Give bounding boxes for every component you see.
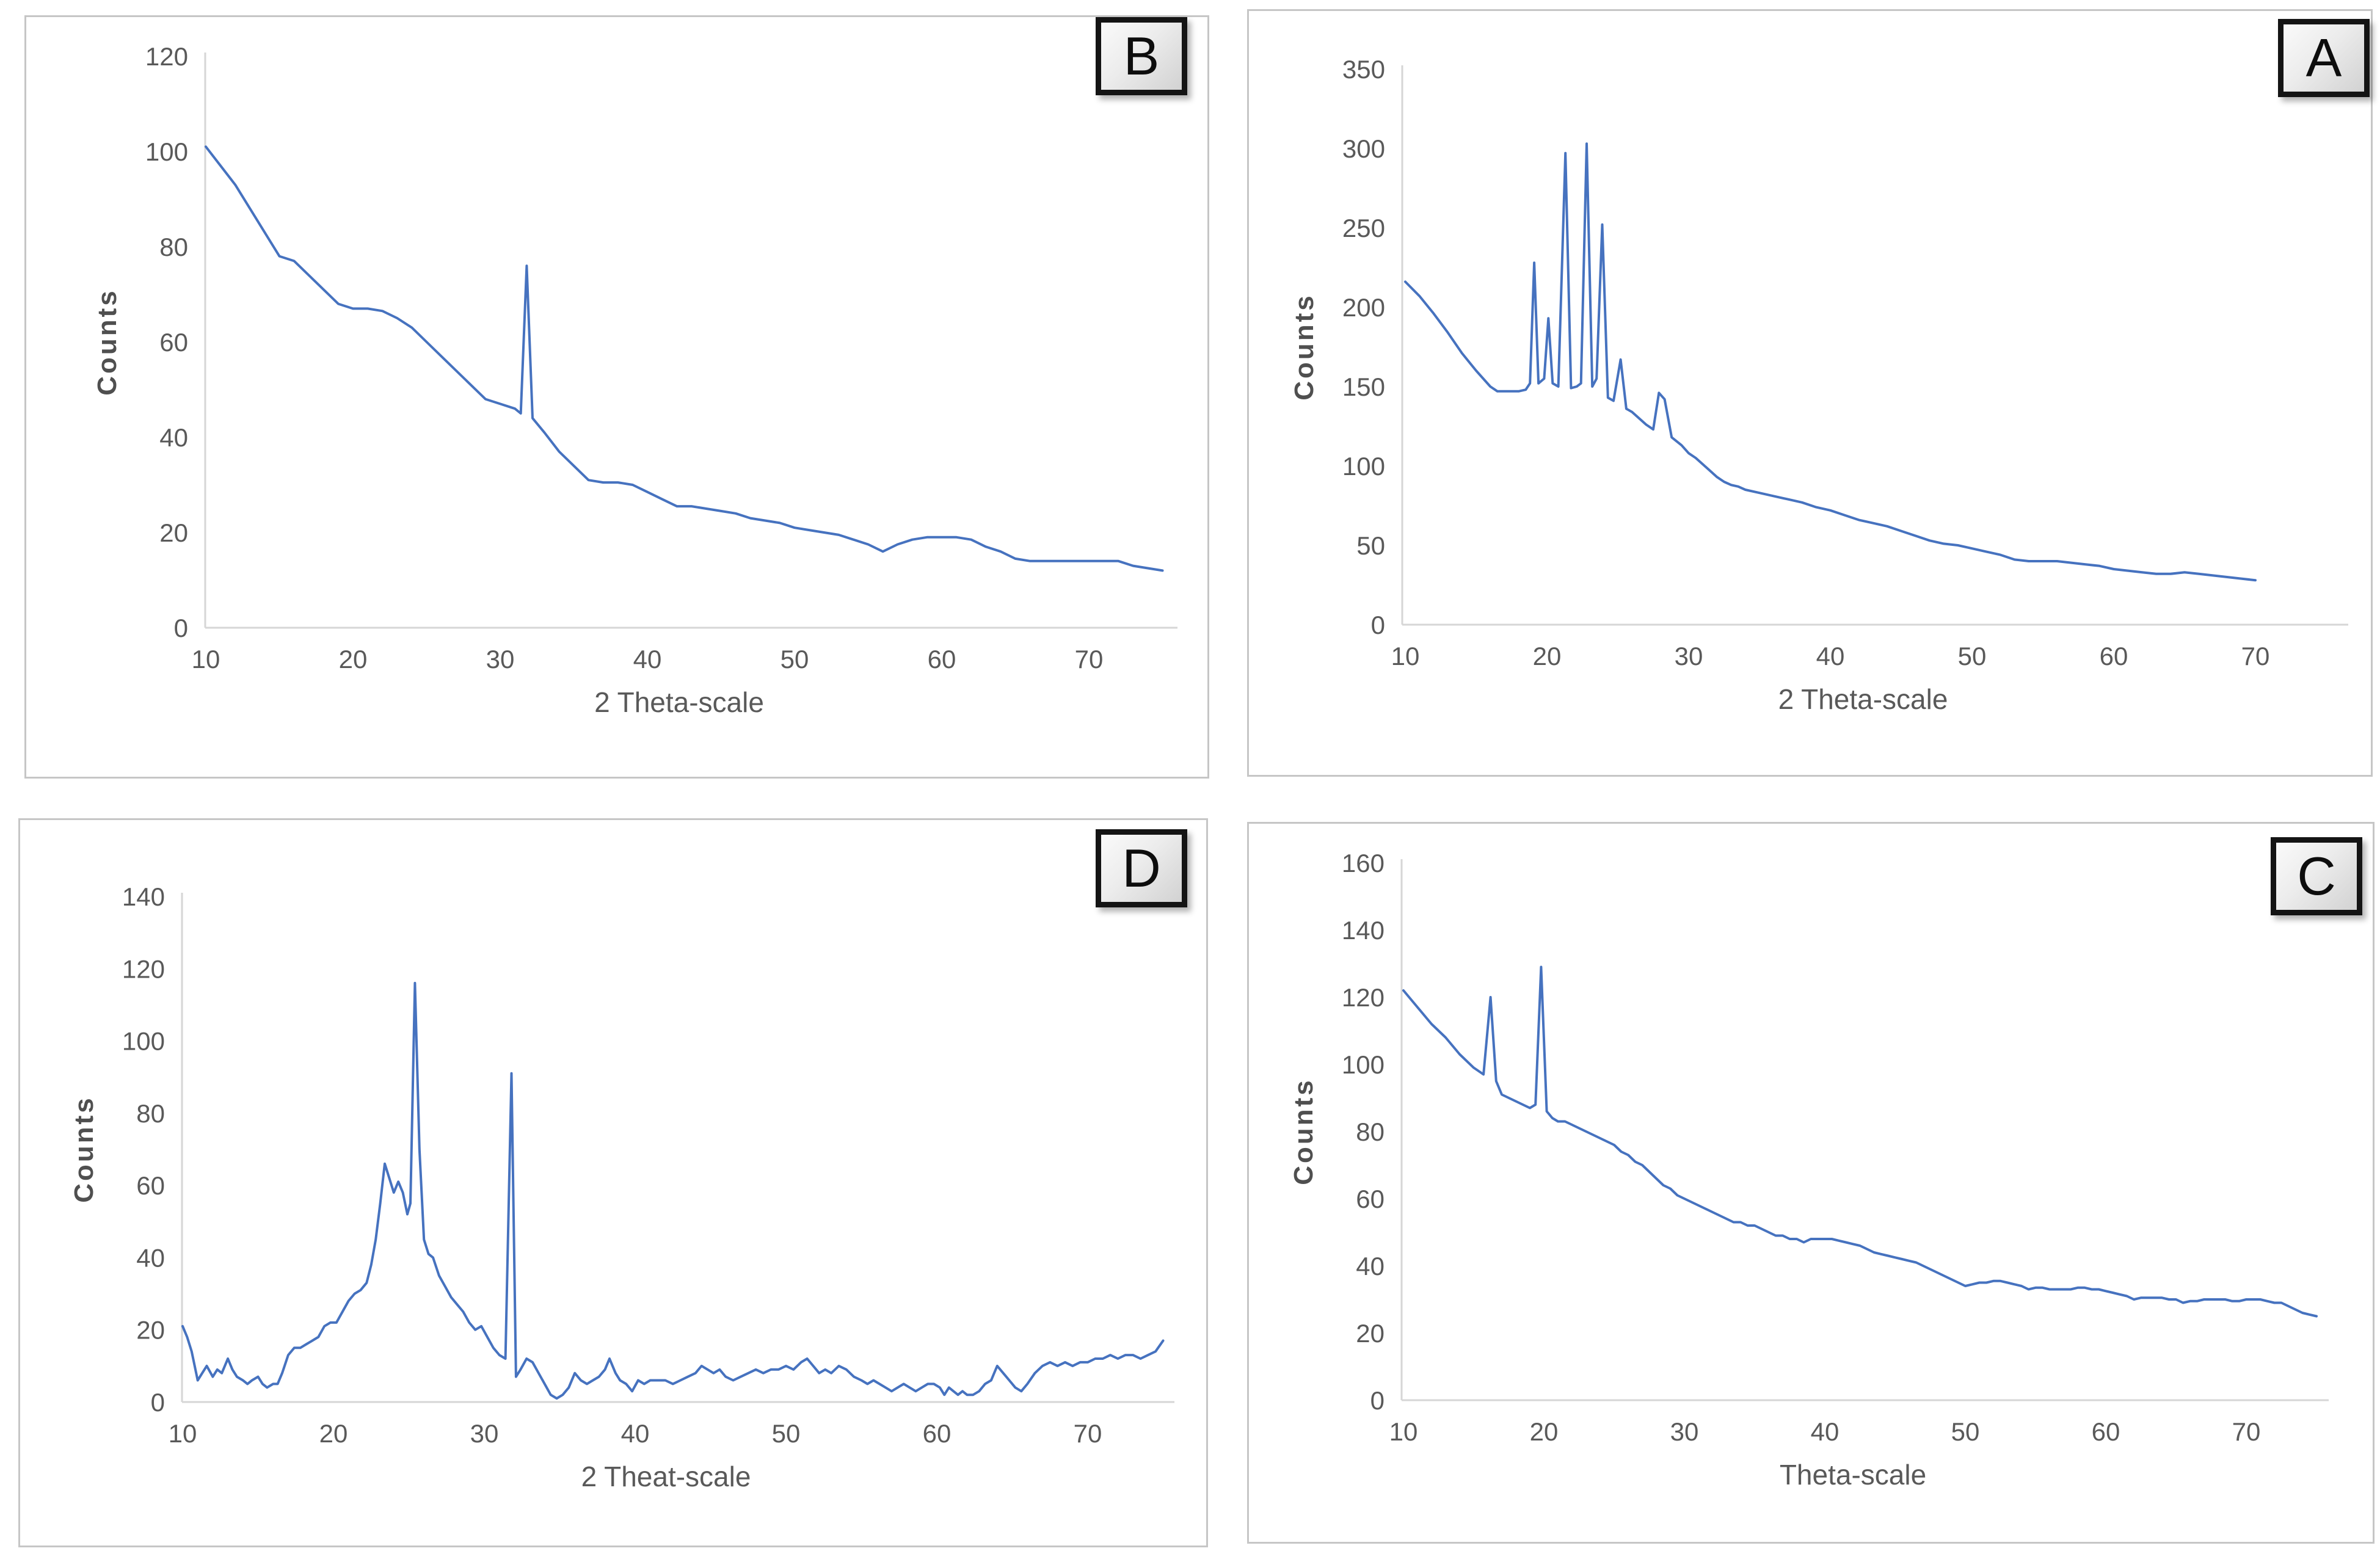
- y-tick-label: 140: [1342, 916, 1385, 945]
- x-tick-label: 10: [1389, 1417, 1418, 1446]
- x-tick-label: 60: [928, 645, 956, 674]
- plot-area-d: 0 20 40 60 80 100 120 140 10 20 30 40 50 60 70: [122, 882, 1174, 1448]
- x-tick-label: 40: [633, 645, 662, 674]
- y-tick-label: 60: [1356, 1185, 1385, 1213]
- y-tick-label: 20: [1356, 1319, 1385, 1348]
- x-tick-label: 30: [486, 645, 515, 674]
- y-axis-title: Counts: [69, 1095, 99, 1203]
- series-line: [181, 981, 1165, 1400]
- panel-label-d: D: [1096, 829, 1187, 907]
- y-tick-label: 80: [159, 233, 188, 261]
- x-axis-title: 2 Theta-scale: [1778, 683, 1948, 715]
- x-tick-label: 70: [1075, 645, 1104, 674]
- panel-label-a: A: [2278, 19, 2370, 97]
- y-tick-label: 40: [136, 1243, 165, 1272]
- x-tick-label: 50: [1958, 642, 1987, 670]
- y-tick-label: 150: [1342, 372, 1385, 401]
- y-tick-label: 60: [136, 1171, 165, 1200]
- y-tick-label: 80: [136, 1099, 165, 1128]
- y-tick-label: 250: [1342, 214, 1385, 242]
- y-tick-label: 20: [159, 518, 188, 547]
- y-tick-label: 0: [174, 614, 188, 642]
- chart-panel-b: 0 20 40 60 80 100 120 10 20 30 40 50 60 70 Counts 2 T…: [24, 15, 1209, 779]
- y-axis-title: Counts: [92, 288, 122, 396]
- y-tick-label: 100: [145, 137, 188, 166]
- y-tick-label: 40: [159, 423, 188, 452]
- series-line: [1404, 142, 2257, 582]
- x-tick-label: 50: [1951, 1417, 1980, 1446]
- x-tick-label: 30: [1670, 1417, 1699, 1446]
- chart-panel-c: 0 20 40 60 80 100 120 140 160 10 20 30 40 50 60 70 Coun…: [1247, 822, 2375, 1544]
- y-tick-label: 20: [136, 1316, 165, 1345]
- series-line: [205, 145, 1164, 572]
- y-axis-title: Counts: [1289, 1078, 1319, 1185]
- x-tick-label: 30: [470, 1419, 499, 1448]
- panel-label-c: C: [2271, 837, 2362, 915]
- y-tick-label: 120: [1342, 983, 1385, 1012]
- y-tick-label: 350: [1342, 55, 1385, 84]
- y-tick-label: 300: [1342, 134, 1385, 163]
- x-tick-label: 50: [781, 645, 809, 674]
- x-tick-label: 20: [1533, 642, 1562, 670]
- x-tick-label: 70: [2241, 642, 2270, 670]
- x-tick-label: 70: [2232, 1417, 2261, 1446]
- x-tick-label: 70: [1074, 1419, 1102, 1448]
- y-tick-label: 100: [1342, 452, 1385, 481]
- x-tick-label: 10: [192, 645, 220, 674]
- panel-label-b: B: [1096, 17, 1187, 95]
- x-tick-label: 60: [2092, 1417, 2120, 1446]
- x-tick-label: 10: [1391, 642, 1420, 670]
- y-tick-label: 140: [122, 882, 165, 911]
- y-axis-title: Counts: [1289, 293, 1319, 401]
- y-tick-label: 50: [1356, 531, 1385, 560]
- y-tick-label: 100: [1342, 1050, 1385, 1079]
- y-tick-label: 0: [1371, 611, 1385, 639]
- y-tick-label: 200: [1342, 293, 1385, 322]
- x-axis-title: 2 Theat-scale: [581, 1461, 751, 1492]
- y-tick-label: 100: [122, 1027, 165, 1056]
- chart-panel-d: 0 20 40 60 80 100 120 140 10 20 30 40 50 60 70 Counts …: [18, 818, 1208, 1547]
- y-tick-label: 120: [145, 42, 188, 71]
- x-tick-label: 40: [1816, 642, 1845, 670]
- x-tick-label: 50: [772, 1419, 801, 1448]
- chart-panel-a: 0 50 100 150 200 250 300 350 10 20 30 40 50 60 70 Coun…: [1247, 9, 2373, 777]
- series-line: [1402, 965, 2318, 1318]
- x-tick-label: 40: [1811, 1417, 1840, 1446]
- plot-area-b: 0 20 40 60 80 100 120 10 20 30 40 50 60 70: [145, 42, 1177, 674]
- x-tick-label: 40: [621, 1419, 650, 1448]
- y-tick-label: 120: [122, 954, 165, 983]
- x-tick-label: 30: [1675, 642, 1703, 670]
- plot-area-a: 0 50 100 150 200 250 300 350 10 20 30 40 50 60 70: [1342, 55, 2348, 670]
- y-tick-label: 0: [1370, 1386, 1385, 1415]
- y-tick-label: 80: [1356, 1117, 1385, 1146]
- x-axis-title: 2 Theta-scale: [594, 686, 764, 718]
- y-tick-label: 40: [1356, 1252, 1385, 1280]
- x-tick-label: 20: [1530, 1417, 1559, 1446]
- y-tick-label: 0: [151, 1388, 165, 1417]
- x-axis-title: Theta-scale: [1779, 1459, 1927, 1491]
- x-tick-label: 20: [339, 645, 368, 674]
- x-tick-label: 60: [923, 1419, 952, 1448]
- y-tick-label: 60: [159, 328, 188, 357]
- y-tick-label: 160: [1342, 849, 1385, 877]
- x-tick-label: 20: [319, 1419, 348, 1448]
- x-tick-label: 60: [2100, 642, 2128, 670]
- plot-area-c: 0 20 40 60 80 100 120 140 160 10 20 30 40 50 60 70: [1342, 849, 2329, 1446]
- x-tick-label: 10: [169, 1419, 197, 1448]
